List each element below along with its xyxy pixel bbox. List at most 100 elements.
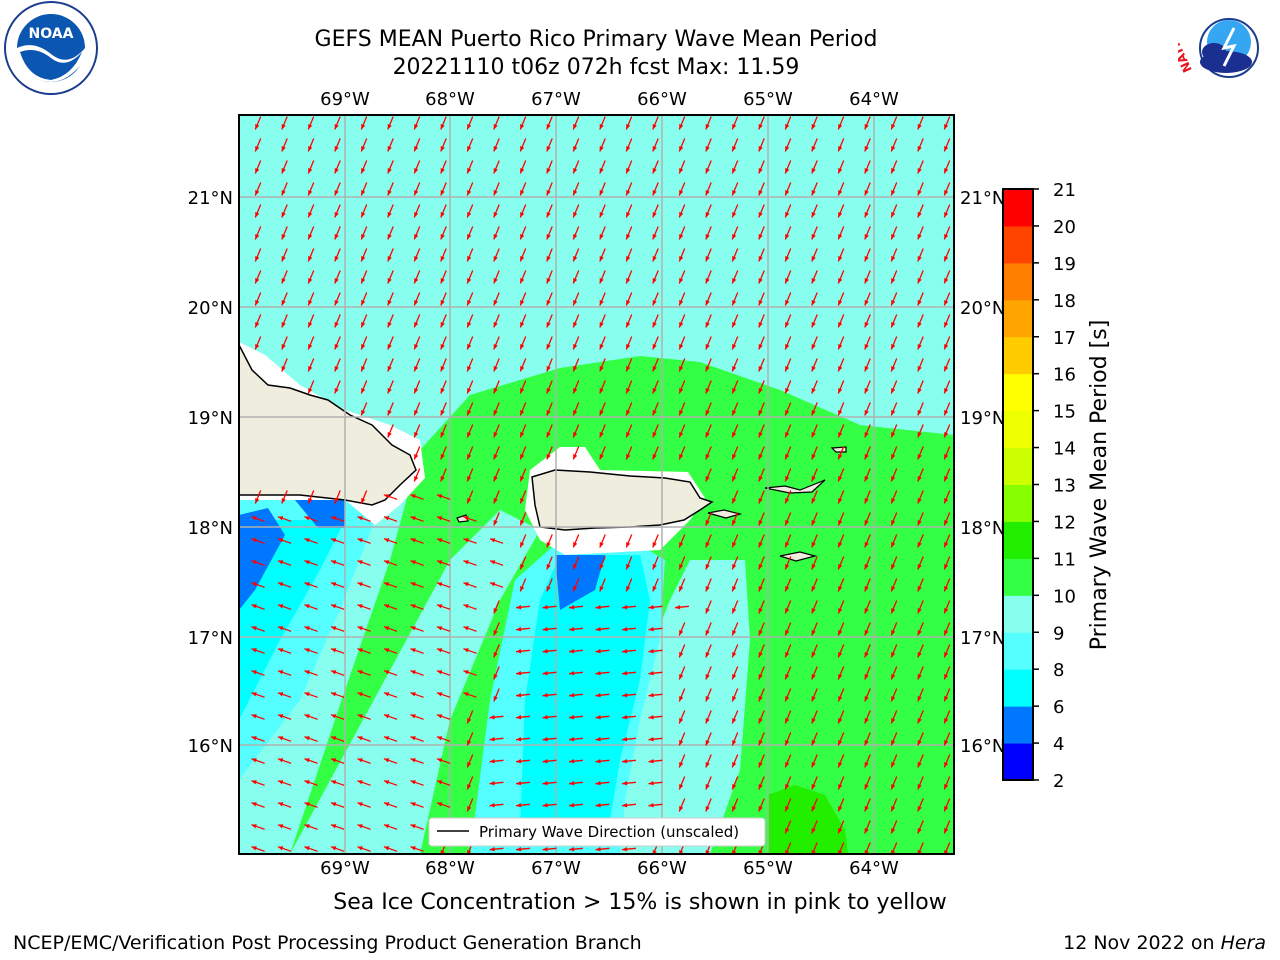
- wave-arrow-483: [599, 534, 606, 548]
- wave-arrow-570: [758, 600, 765, 614]
- wave-arrow-416: [466, 468, 474, 482]
- wave-arrow-676: [705, 688, 712, 702]
- wave-arrow-133: [917, 204, 924, 218]
- wave-arrow-695: [489, 715, 504, 720]
- wave-arrow-378: [572, 424, 580, 438]
- wave-arrow-472: [304, 538, 318, 544]
- wave-arrow-16: [678, 116, 686, 130]
- wave-arrow-2: [307, 116, 315, 130]
- wave-arrow-145: [519, 226, 527, 240]
- wave-arrow-92: [546, 182, 553, 196]
- wave-arrow-78: [890, 160, 898, 174]
- wave-arrow-232: [678, 292, 686, 306]
- wave-arrow-40: [599, 138, 606, 152]
- wave-arrow-13: [599, 116, 606, 130]
- wave-arrow-354: [519, 402, 527, 416]
- wave-arrow-586: [463, 626, 477, 632]
- wave-arrow-82: [281, 182, 288, 196]
- wave-arrow-5: [387, 116, 394, 130]
- wave-arrow-383: [705, 424, 712, 438]
- wave-arrow-700: [621, 715, 637, 720]
- wave-arrow-343: [837, 380, 845, 394]
- wave-arrow-249: [413, 314, 421, 328]
- wave-arrow-861: [595, 847, 610, 852]
- colorbar-segment-8: [1003, 447, 1033, 485]
- wave-arrow-179: [705, 248, 712, 262]
- colorbar-tick-label-0: 2: [1053, 771, 1064, 792]
- wave-arrow-652: [784, 666, 792, 680]
- wave-arrow-285: [652, 336, 659, 350]
- wave-arrow-779: [568, 781, 584, 786]
- wave-arrow-491: [811, 534, 818, 548]
- wave-arrow-118: [519, 204, 527, 218]
- wave-arrow-221: [387, 292, 394, 306]
- wave-arrow-458: [493, 512, 500, 526]
- wave-arrow-709: [864, 710, 871, 724]
- wave-arrow-227: [546, 292, 553, 306]
- wave-arrow-457: [463, 516, 477, 522]
- wave-arrow-107: [943, 182, 951, 196]
- wave-arrow-124: [678, 204, 686, 218]
- wave-arrow-101: [784, 182, 792, 196]
- wave-arrow-554: [330, 604, 345, 610]
- wave-arrow-739: [943, 732, 951, 746]
- wave-arrow-449: [251, 516, 265, 522]
- wave-arrow-822: [277, 824, 292, 830]
- wave-arrow-693: [436, 714, 451, 720]
- wave-arrow-115: [440, 204, 447, 218]
- wave-arrow-138: [334, 226, 341, 240]
- wave-arrow-658: [943, 666, 951, 680]
- wave-arrow-520: [864, 556, 871, 570]
- wave-arrow-309: [599, 358, 606, 372]
- wave-arrow-57: [334, 160, 341, 174]
- wave-arrow-500: [330, 560, 345, 566]
- wave-arrow-516: [758, 556, 765, 570]
- wave-arrow-625: [784, 644, 792, 658]
- wave-arrow-294: [890, 336, 898, 350]
- wave-arrow-408: [811, 446, 818, 460]
- wave-arrow-109: [281, 204, 288, 218]
- wave-arrow-750: [515, 759, 531, 764]
- wave-arrow-99: [731, 182, 739, 196]
- wave-arrow-443: [811, 490, 818, 504]
- wave-arrow-492: [837, 534, 845, 548]
- wave-arrow-220: [360, 292, 368, 306]
- colorbar-segment-11: [1003, 336, 1033, 375]
- wave-arrow-552: [277, 604, 292, 610]
- wave-arrow-593: [648, 627, 663, 632]
- wave-arrow-371: [387, 424, 394, 438]
- wave-arrow-361: [705, 402, 712, 416]
- wave-arrow-707: [811, 710, 818, 724]
- wave-arrow-604: [943, 622, 951, 636]
- wave-arrow-424: [837, 468, 845, 482]
- wave-arrow-236: [784, 292, 792, 306]
- wave-arrow-336: [652, 380, 659, 394]
- wave-arrow-667: [463, 692, 477, 698]
- wave-arrow-253: [519, 314, 527, 328]
- wave-arrow-205: [678, 270, 686, 284]
- wave-arrow-327: [413, 380, 421, 394]
- wave-arrow-146: [546, 226, 553, 240]
- wave-arrow-355: [546, 402, 553, 416]
- wave-arrow-454: [383, 516, 398, 522]
- wave-arrow-534: [519, 578, 527, 592]
- wave-arrow-706: [784, 710, 792, 724]
- land-virgin-islands: [764, 479, 826, 494]
- wave-arrow-849: [277, 846, 292, 852]
- wave-arrow-753: [595, 759, 610, 764]
- wave-arrow-788: [811, 776, 818, 790]
- wave-arrow-716: [330, 736, 345, 742]
- wave-arrow-756: [678, 754, 686, 768]
- wave-arrow-557: [410, 604, 424, 610]
- lat-label-left-5: 16°N: [188, 736, 233, 757]
- lat-label-right-4: 17°N: [960, 628, 1005, 649]
- wave-arrow-52: [917, 138, 924, 152]
- wave-arrow-163: [281, 248, 288, 262]
- wave-arrow-347: [943, 380, 951, 394]
- colorbar-segment-6: [1003, 521, 1033, 559]
- wave-arrow-247: [360, 314, 368, 328]
- wave-arrow-300: [360, 358, 368, 372]
- wave-arrow-659: [251, 692, 265, 698]
- wave-arrow-71: [705, 160, 712, 174]
- wave-arrow-126: [731, 204, 739, 218]
